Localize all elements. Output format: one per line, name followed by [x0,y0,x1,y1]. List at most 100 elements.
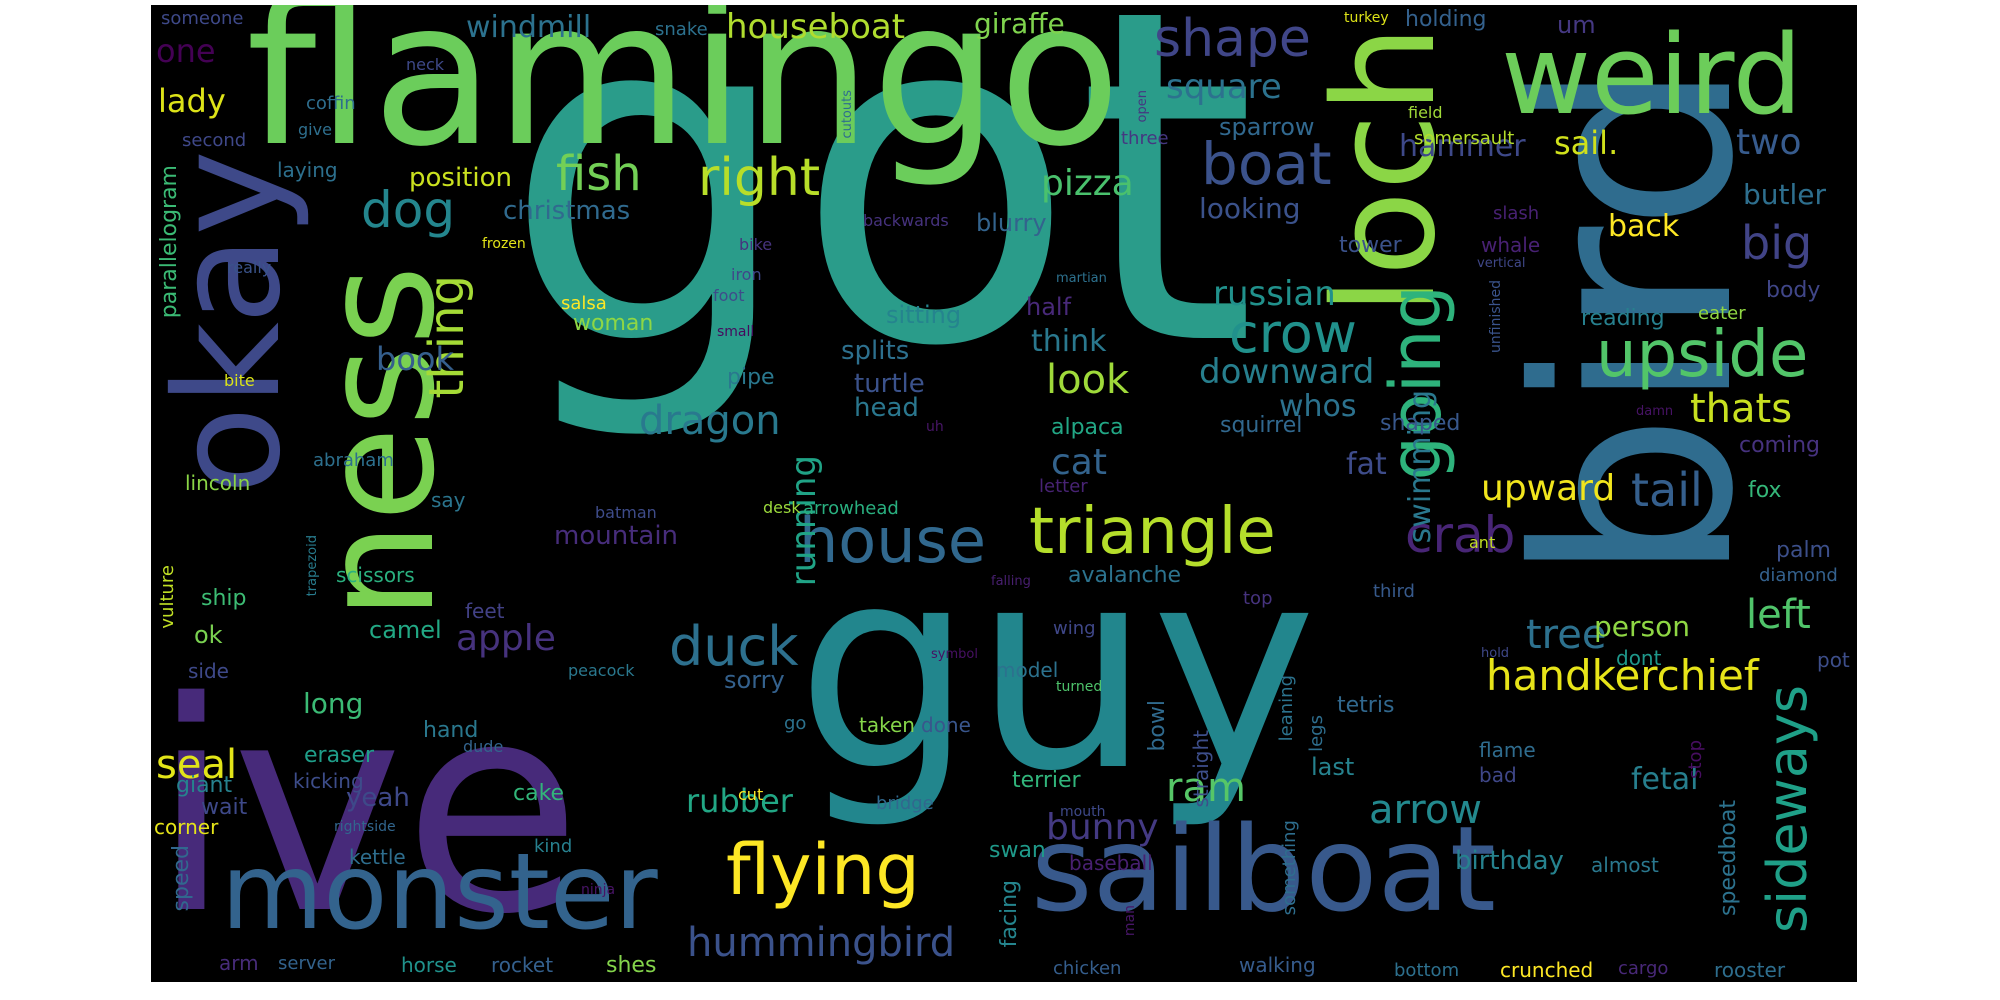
word-rooster: rooster [1714,958,1786,982]
word-tower: tower [1339,233,1402,258]
word-pizza: pizza [1041,163,1134,204]
word-sailboat: sailboat [1031,800,1497,938]
word-woman: woman [573,311,654,336]
word-monster: monster [221,831,658,953]
word-holding: holding [1405,7,1487,32]
word-avalanche: avalanche [1068,563,1182,588]
word-head: head [854,393,919,423]
word-alpaca: alpaca [1051,415,1124,440]
word-flamingo: flamingo [246,5,1121,191]
word-long: long [303,687,364,720]
word-right: right [698,148,821,208]
word-shaped: shaped [1380,411,1461,436]
word-taken: taken [859,713,915,737]
word-christmas: christmas [503,196,631,226]
word-running: running [784,455,824,587]
word-foot: foot [713,286,745,305]
word-symbol: symbol [931,647,978,662]
word-sideways: sideways [1756,685,1819,933]
word-house: house [799,504,986,577]
word-sparrow: sparrow [1219,113,1315,141]
word-shes: shes [606,953,657,978]
word-someone: someone [161,8,244,29]
word-seal: seal [156,742,238,788]
word-giraffe: giraffe [974,7,1065,40]
word-person: person [1594,610,1690,643]
word-pot: pot [1817,648,1850,672]
word-birthday: birthday [1455,846,1564,876]
word-model: model [996,658,1059,682]
word-um: um [1557,11,1596,39]
word-slash: slash [1493,203,1540,224]
word-russian: russian [1213,274,1336,314]
word-unfinished: unfinished [1488,280,1504,353]
word-snake: snake [655,19,708,40]
word-go: go [784,713,807,734]
word-wing: wing [1053,618,1096,639]
word-corner: corner [154,815,219,839]
word-duck: duck [669,615,799,678]
word-really: really [227,258,272,277]
word-fat: fat [1346,447,1387,482]
word-laying: laying [277,158,338,182]
word-book: book [376,340,454,378]
word-ok: ok [194,621,223,649]
word-hand: hand [423,718,479,743]
word-vulture: vulture [157,565,178,629]
word-flying: flying [726,829,920,911]
word-tail: tail [1631,463,1703,517]
word-back: back [1608,209,1680,244]
word-dragon: dragon [639,398,781,444]
word-giant: giant [176,773,233,798]
word-ram: ram [1166,765,1246,811]
word-done: done [921,713,971,737]
word-butler: butler [1743,178,1827,211]
word-blurry: blurry [976,209,1047,237]
word-swan: swan [989,838,1046,863]
word-backwards: backwards [863,211,949,230]
word-splits: splits [841,336,910,366]
word-arm: arm [219,951,259,975]
word-arrow: arrow [1369,787,1483,833]
word-pipe: pipe [727,365,775,390]
word-half: half [1026,293,1072,321]
word-left: left [1746,592,1811,638]
word-horse: horse [401,953,457,977]
word-kettle: kettle [349,845,406,869]
word-cat: cat [1051,442,1107,483]
word-uh: uh [926,419,944,435]
word-scissors: scissors [336,563,415,587]
word-straight: straight [1189,730,1213,808]
word-speedboat: speedboat [1716,800,1741,916]
word-rocket: rocket [491,953,554,977]
word-shape: shape [1154,9,1311,69]
word-leaning: leaning [1276,675,1297,742]
word-ive: ive [151,641,582,978]
word-terrier: terrier [1012,768,1081,793]
word-diamond: diamond [1759,565,1838,586]
word-turned: turned [1056,679,1103,695]
word-dog: dog [361,181,456,239]
word-peacock: peacock [568,661,635,680]
word-give: give [298,120,332,139]
word-loch: loch [1304,25,1467,316]
word-dont: dont [1616,646,1662,670]
word-mouth: mouth [1060,804,1106,820]
word-top: top [1243,588,1273,609]
word-bad: bad [1479,763,1517,787]
word-sitting: sitting [886,301,962,329]
word-kind: kind [534,836,573,857]
word-bike: bike [739,235,773,254]
word-crunched: crunched [1500,958,1594,982]
word-turkey: turkey [1344,10,1389,26]
word-salsa: salsa [561,293,607,314]
word-arrowhead: arrowhead [803,498,899,519]
word-stop: stop [1685,740,1706,779]
word-guy: guy [796,507,1317,833]
word-tetris: tetris [1337,693,1395,718]
word-think: think [1031,324,1107,359]
word-baseball: baseball [1069,851,1153,875]
word-whale: whale [1481,233,1541,257]
word-triangle: triangle [1029,495,1276,569]
word-say: say [431,488,466,512]
